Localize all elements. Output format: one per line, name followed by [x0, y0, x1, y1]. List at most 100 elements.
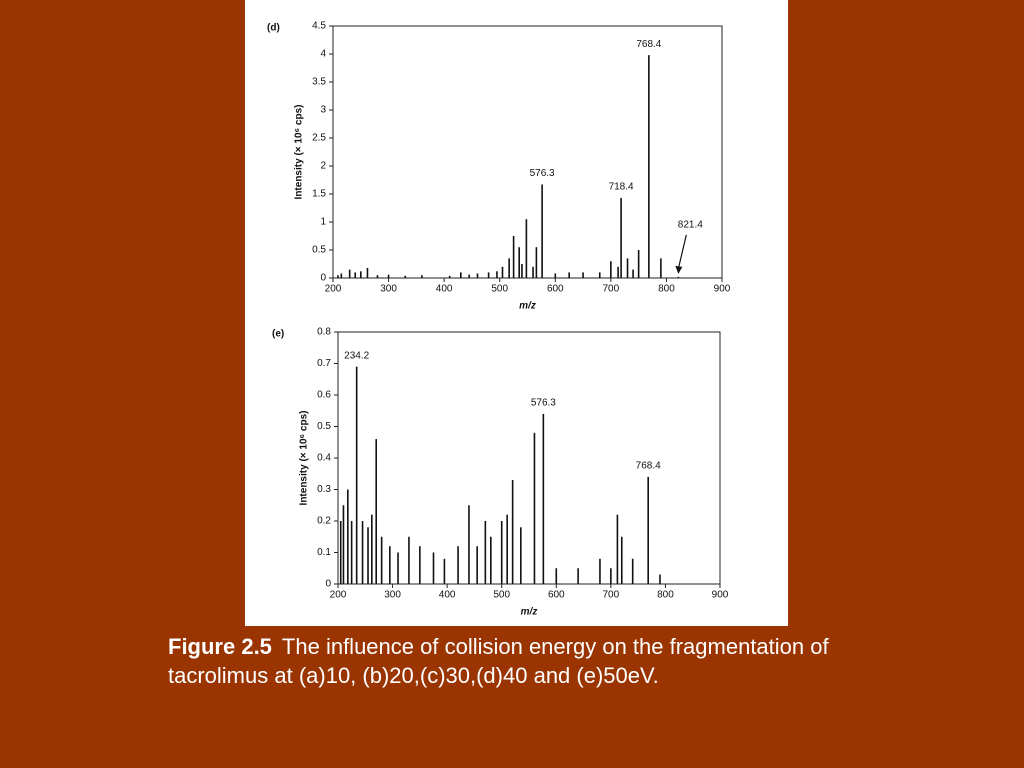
peak [355, 366, 358, 584]
x-tick-label: 700 [603, 284, 620, 295]
y-tick-label: 0.7 [317, 358, 331, 369]
peak [632, 269, 634, 278]
peak [598, 272, 601, 278]
peak [376, 275, 379, 278]
peak [610, 261, 612, 278]
y-tick-label: 0.2 [317, 516, 331, 527]
peak [443, 558, 446, 584]
peak [532, 266, 534, 278]
peak [347, 489, 349, 584]
peak [375, 439, 377, 584]
peak [508, 258, 510, 278]
x-tick-label: 200 [325, 284, 342, 295]
peak [457, 546, 459, 584]
plot-frame [337, 331, 721, 585]
peak [620, 536, 623, 584]
peak [339, 521, 342, 584]
y-tick-label: 0 [325, 579, 331, 590]
caption-text: The influence of collision energy on the… [168, 634, 829, 688]
peak [599, 558, 601, 584]
y-tick-label: 2.5 [312, 133, 326, 144]
y-tick-label: 1 [320, 217, 326, 228]
peak [554, 273, 557, 278]
peak [387, 274, 390, 278]
arrow-head [675, 265, 683, 274]
peak [432, 552, 435, 584]
peak-annotation: 576.3 [531, 398, 556, 409]
peak [484, 521, 487, 584]
peak-annotation: 576.3 [530, 168, 555, 179]
peak [568, 272, 570, 278]
peak [648, 55, 650, 279]
y-tick-label: 3 [320, 105, 326, 116]
y-tick-label: 0.6 [317, 390, 331, 401]
peak [476, 273, 479, 278]
peak [533, 432, 536, 584]
peak [525, 219, 528, 278]
y-tick-label: 1.5 [312, 189, 326, 200]
y-tick-label: 0.4 [317, 453, 331, 464]
y-tick-label: 0.5 [312, 245, 326, 256]
y-tick-label: 4.5 [312, 21, 326, 32]
x-tick-label: 800 [657, 590, 674, 601]
peak [367, 527, 369, 584]
x-tick-label: 600 [547, 284, 564, 295]
peak [340, 273, 343, 278]
peak [476, 546, 478, 584]
panel-label: (e) [272, 329, 284, 340]
peak [616, 514, 619, 584]
peak [397, 552, 399, 584]
peak-annotation: 821.4 [678, 220, 703, 231]
peak [380, 536, 383, 584]
arrow [677, 234, 687, 270]
peak [512, 236, 515, 278]
peak [647, 476, 649, 584]
peak [460, 272, 462, 278]
peak [337, 275, 339, 278]
peak [366, 267, 369, 278]
peak [348, 269, 351, 278]
x-tick-label: 400 [439, 590, 456, 601]
peak [542, 413, 545, 584]
x-axis-label: m/z [519, 301, 536, 312]
peak [419, 546, 421, 584]
peak [637, 250, 640, 278]
peak [487, 272, 490, 278]
x-tick-label: 300 [384, 590, 401, 601]
figure: (d) m/z Intensity (× 10⁶ cps) 0 0.5 1 1.5 2 2.5 3… [245, 0, 788, 626]
peak [620, 197, 622, 278]
peak [610, 568, 612, 584]
caption: Figure 2.5 The influence of collision ene… [168, 632, 898, 690]
peak [617, 266, 619, 278]
x-tick-label: 200 [330, 590, 347, 601]
peak [660, 258, 662, 278]
peak [371, 514, 373, 584]
peak [521, 264, 523, 278]
peak-annotation: 234.2 [344, 350, 369, 361]
peak [506, 514, 508, 584]
peak [677, 276, 680, 278]
peak [342, 505, 345, 584]
peak-annotation: 768.4 [636, 39, 661, 50]
peak [408, 536, 410, 584]
peak [535, 247, 538, 278]
peak [448, 275, 451, 278]
peak [389, 546, 391, 584]
peak [354, 272, 357, 278]
peak [404, 275, 407, 278]
peak [511, 480, 514, 584]
peak [501, 266, 504, 278]
peak [361, 521, 364, 584]
peak [350, 521, 353, 584]
peak [468, 274, 470, 278]
y-tick-label: 2 [320, 161, 326, 172]
y-tick-label: 0 [320, 273, 326, 284]
x-tick-label: 900 [712, 590, 729, 601]
y-axis-label: Intensity (× 10⁶ cps) [294, 105, 305, 200]
x-tick-label: 400 [436, 284, 453, 295]
y-tick-label: 0.5 [317, 421, 331, 432]
y-tick-label: 3.5 [312, 77, 326, 88]
x-tick-label: 500 [491, 284, 508, 295]
peak-annotation: 718.4 [609, 182, 634, 193]
